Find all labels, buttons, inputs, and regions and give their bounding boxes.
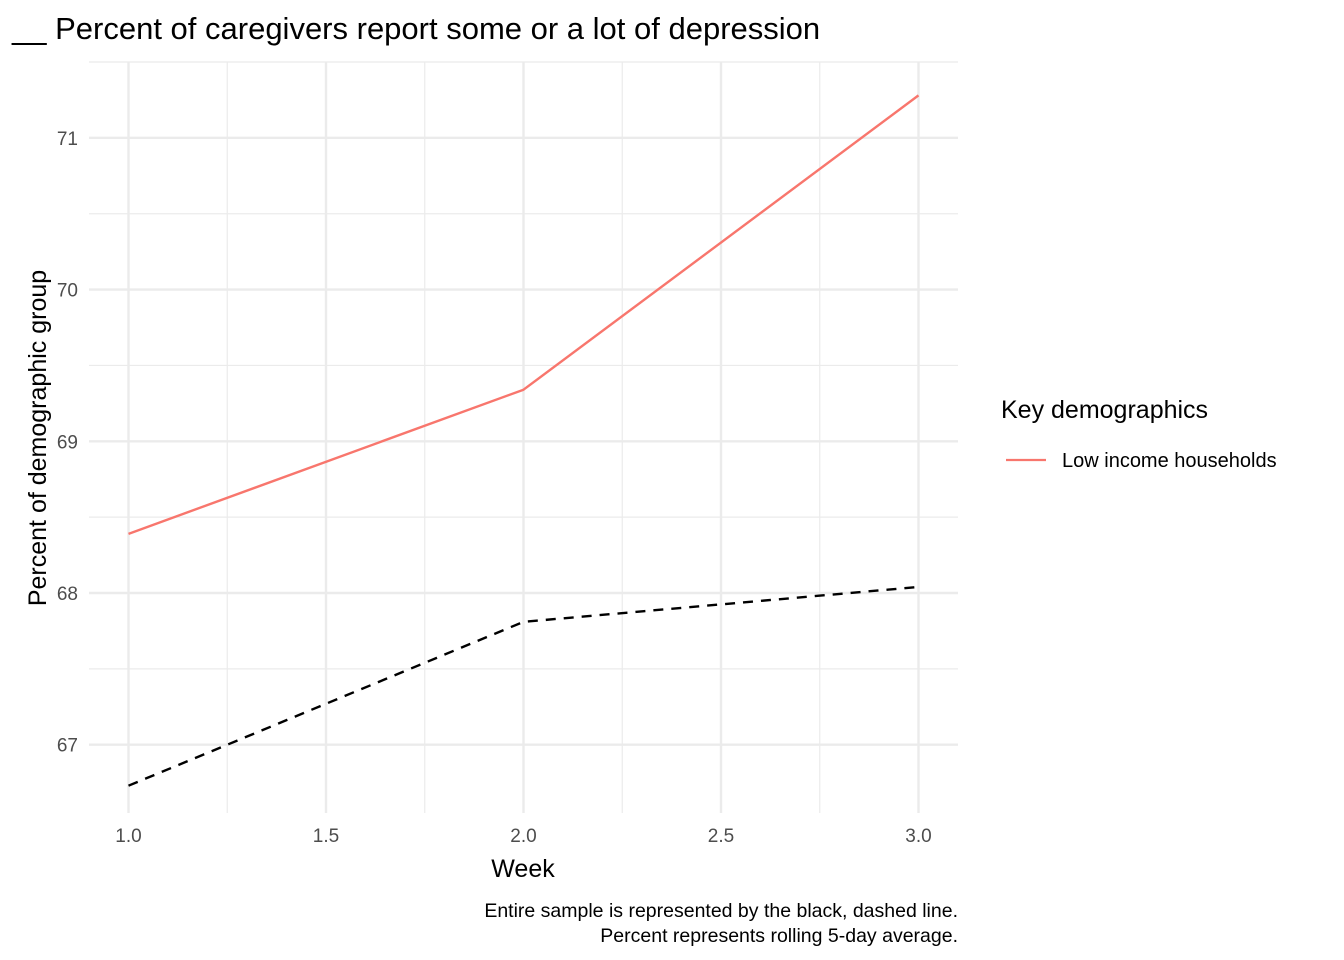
grid: [89, 61, 958, 813]
x-tick-label: 1.5: [313, 826, 339, 847]
y-tick-label: 71: [57, 129, 78, 150]
x-tick-label: 1.0: [115, 826, 141, 847]
x-tick-label: 2.0: [510, 826, 536, 847]
y-tick-label: 68: [57, 584, 78, 605]
y-axis-ticks: 67 68 69 70 71: [57, 129, 78, 757]
y-tick-label: 69: [57, 432, 78, 453]
legend: Key demographics Low income households: [1001, 396, 1277, 472]
series-line-entire-sample: [128, 585, 919, 787]
series-layer: [128, 94, 920, 787]
x-axis-title: Week: [491, 855, 555, 883]
legend-label-low-income: Low income households: [1062, 450, 1277, 472]
x-axis-ticks: 1.0 1.5 2.0 2.5 3.0: [115, 826, 931, 847]
series-line-low-income: [128, 94, 920, 535]
y-axis-title: Percent of demographic group: [24, 270, 52, 606]
legend-title: Key demographics: [1001, 396, 1208, 424]
caption-line-1: Entire sample is represented by the blac…: [484, 900, 958, 922]
y-tick-label: 70: [57, 281, 78, 302]
x-tick-label: 3.0: [905, 826, 931, 847]
x-tick-label: 2.5: [708, 826, 734, 847]
caption-line-2: Percent represents rolling 5-day average…: [600, 925, 958, 947]
y-tick-label: 67: [57, 736, 78, 757]
chart-title: __ Percent of caregivers report some or …: [11, 11, 820, 46]
